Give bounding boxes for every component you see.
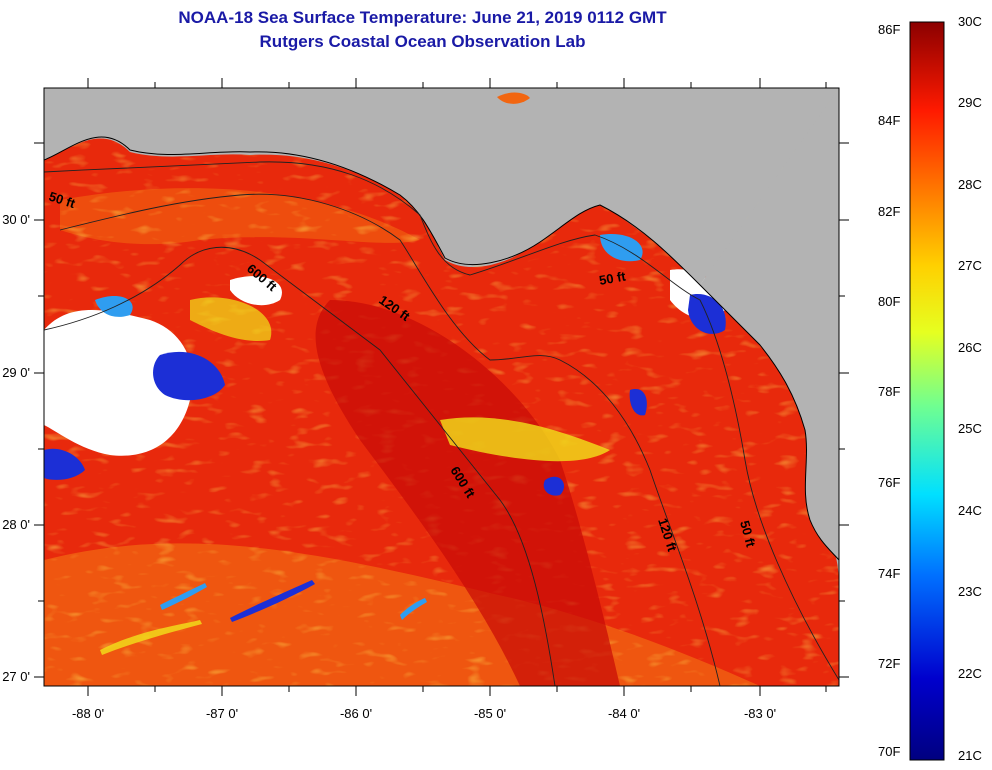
bathymetry-contours — [44, 161, 839, 686]
colorbar-f-label: 78F — [878, 384, 901, 399]
lon-label: -84 0' — [608, 706, 640, 721]
colorbar-c-label: 29C — [958, 95, 982, 110]
colorbar-f-label: 84F — [878, 113, 901, 128]
lon-label: -85 0' — [474, 706, 506, 721]
colorbar-c-label: 27C — [958, 258, 982, 273]
inland-water — [497, 92, 530, 104]
contour-120ft — [59, 193, 721, 686]
lon-label: -87 0' — [206, 706, 238, 721]
lat-label: 30 0' — [2, 212, 30, 227]
cloud-cover-west — [44, 276, 282, 480]
colorbar-f-label: 80F — [878, 294, 901, 309]
lat-label: 28 0' — [2, 517, 30, 532]
colorbar-f-label: 76F — [878, 475, 901, 490]
lat-label: 27 0' — [2, 669, 30, 684]
panhandle-coast — [44, 88, 839, 285]
colorbar-f-label: 74F — [878, 566, 901, 581]
colorbar-c-label: 28C — [958, 177, 982, 192]
colorbar-c-label: 22C — [958, 666, 982, 681]
temperature-colorbar — [910, 22, 944, 760]
contour-label-50ft-south: 50 ft — [737, 519, 759, 549]
map-plot-area: 50 ft 600 ft 120 ft 50 ft 600 ft 120 ft … — [44, 88, 839, 686]
colorbar-c-label: 30C — [958, 14, 982, 29]
florida-peninsula — [700, 88, 839, 560]
colorbar-frame — [909, 21, 945, 761]
colorbar-c-label: 25C — [958, 421, 982, 436]
coastline — [44, 136, 839, 561]
latitude-axis — [34, 142, 849, 678]
plot-frame — [43, 87, 840, 687]
contour-600ft — [44, 246, 556, 686]
colorbar-c-label: 21C — [958, 748, 982, 763]
colorbar-c-label: 26C — [958, 340, 982, 355]
colorbar-c-label: 24C — [958, 503, 982, 518]
contour-50ft — [44, 161, 839, 681]
colorbar-f-label: 70F — [878, 744, 901, 759]
colorbar-f-label: 82F — [878, 204, 901, 219]
map-title: NOAA-18 Sea Surface Temperature: June 21… — [178, 8, 667, 27]
map-subtitle: Rutgers Coastal Ocean Observation Lab — [259, 32, 586, 51]
colorbar-f-label: 72F — [878, 656, 901, 671]
lon-label: -86 0' — [340, 706, 372, 721]
lon-label: -88 0' — [72, 706, 104, 721]
hot-core — [315, 300, 620, 686]
colorbar-c-label: 23C — [958, 584, 982, 599]
contour-label-50ft-east: 50 ft — [598, 268, 628, 288]
colorbar-f-label: 86F — [878, 22, 901, 37]
cloud-cover-east — [440, 234, 726, 496]
lat-label: 29 0' — [2, 365, 30, 380]
cold-streaks — [100, 580, 427, 655]
lon-label: -83 0' — [744, 706, 776, 721]
longitude-axis — [87, 78, 827, 696]
